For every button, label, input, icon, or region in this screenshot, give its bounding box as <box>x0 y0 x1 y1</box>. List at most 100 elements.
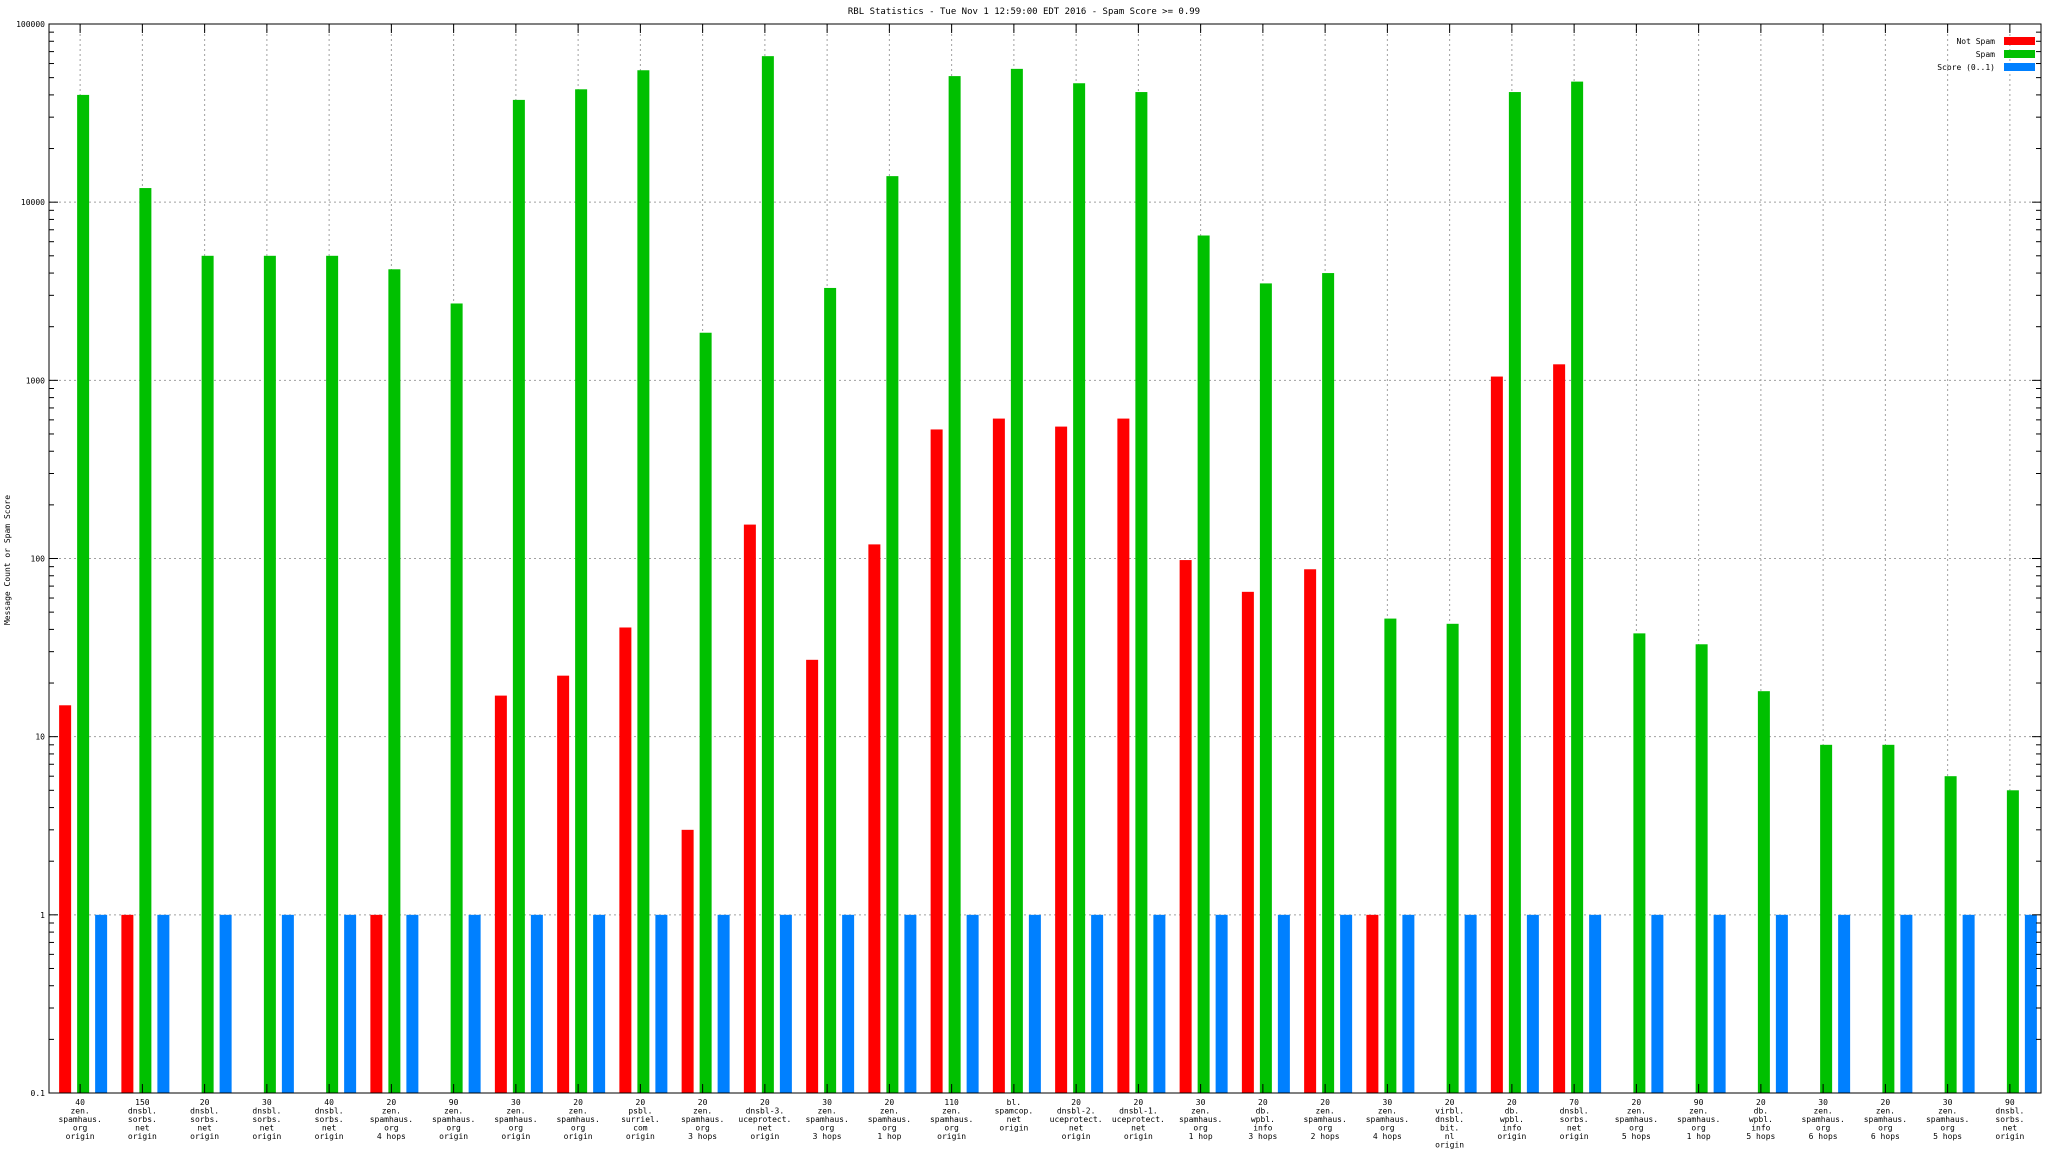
x-tick-label-line: origin <box>937 1132 966 1141</box>
y-tick-label: 100 <box>31 555 46 564</box>
x-tick-label-line: org <box>571 1124 586 1133</box>
x-tick-label-line: 30 <box>262 1098 272 1107</box>
x-tick-label-line: com <box>633 1124 648 1133</box>
bar-score-0-1 <box>1091 914 1104 1093</box>
x-tick-label: 20 zen. spamhaus. org origin <box>556 1098 599 1141</box>
x-tick-label-line: db. <box>1754 1107 1768 1116</box>
x-tick-label-line: 5 hops <box>1746 1132 1775 1141</box>
x-tick-label-line: nl <box>1445 1132 1455 1141</box>
bar-spam <box>1695 644 1708 1093</box>
legend-swatch <box>2004 37 2035 45</box>
x-tick-label-line: zen. <box>1876 1107 1895 1116</box>
x-tick-label-line: 20 <box>1445 1098 1455 1107</box>
x-tick-label-line: zen. <box>1813 1107 1832 1116</box>
y-tick-label: 0.1 <box>31 1089 46 1098</box>
bar-score-0-1 <box>842 914 855 1093</box>
x-tick-label-line: zen. <box>693 1107 712 1116</box>
legend-label: Not Spam <box>1956 37 1995 46</box>
x-tick-label-line: 5 hops <box>1622 1132 1651 1141</box>
x-tick-label: 20 zen. spamhaus. org 3 hops <box>681 1098 724 1141</box>
x-tick-label-line: org <box>446 1124 461 1133</box>
x-tick-label-line: sorbs. <box>190 1115 219 1124</box>
x-tick-label-line: origin <box>1995 1132 2024 1141</box>
x-tick-label-line: 5 hops <box>1933 1132 1962 1141</box>
x-tick-label-line: 90 <box>449 1098 459 1107</box>
x-tick-label-line: org <box>1691 1124 1706 1133</box>
x-tick-label-line: origin <box>1124 1132 1153 1141</box>
bar-score-0-1 <box>1713 914 1726 1093</box>
x-tick-label-line: dnsbl. <box>252 1107 281 1116</box>
bar-score-0-1 <box>1526 914 1539 1093</box>
x-tick-label-line: net <box>197 1124 212 1133</box>
bar-score-0-1 <box>1838 914 1851 1093</box>
x-tick-label-line: 20 <box>1756 1098 1766 1107</box>
x-tick-label-line: spamhaus. <box>1801 1115 1844 1124</box>
bar-not-spam <box>806 659 819 1093</box>
x-tick-label-line: info <box>1751 1124 1770 1133</box>
bar-spam <box>1944 776 1957 1093</box>
x-tick-label-line: spamhaus. <box>805 1115 848 1124</box>
x-tick-label: 150 dnsbl. sorbs. net origin <box>128 1098 157 1141</box>
bar-score-0-1 <box>1153 914 1166 1093</box>
x-tick-label-line: org <box>1318 1124 1333 1133</box>
x-tick-label: 20 zen. spamhaus. org 2 hops <box>1303 1098 1346 1141</box>
bar-not-spam <box>743 524 756 1093</box>
y-tick-label: 1000 <box>26 376 45 385</box>
x-tick-label-line: origin <box>252 1132 281 1141</box>
x-tick-label-line: org <box>695 1124 710 1133</box>
bar-spam <box>948 76 961 1093</box>
x-tick-label-line: 30 <box>1383 1098 1393 1107</box>
x-tick-label-line: 90 <box>2005 1098 2015 1107</box>
x-tick-label-line: org <box>509 1124 524 1133</box>
x-tick-label-line: wpbl. <box>1749 1115 1773 1124</box>
x-tick-label-line: 20 <box>1134 1098 1144 1107</box>
x-tick-label-line: net <box>260 1124 275 1133</box>
x-tick-label-line: 20 <box>1071 1098 1081 1107</box>
x-tick-label-line: origin <box>1560 1132 1589 1141</box>
x-tick-label-line: net <box>1131 1124 1146 1133</box>
x-tick-label-line: zen. <box>70 1107 89 1116</box>
x-tick-label-line: 20 <box>387 1098 397 1107</box>
x-tick-label-line: psbl. <box>628 1107 652 1116</box>
bar-spam <box>2006 790 2019 1093</box>
x-tick-label: 90 zen. spamhaus. org origin <box>432 1098 475 1141</box>
x-tick-label: 20 zen. spamhaus. org 5 hops <box>1615 1098 1658 1141</box>
x-tick-label-line: info <box>1253 1124 1272 1133</box>
y-tick-label: 10000 <box>21 198 45 207</box>
x-tick-label-line: 20 <box>200 1098 210 1107</box>
bar-spam <box>388 269 401 1093</box>
x-tick-label-line: 4 hops <box>377 1132 406 1141</box>
bar-score-0-1 <box>2024 914 2037 1093</box>
x-tick-label-line: 1 hop <box>1189 1132 1213 1141</box>
x-tick-label-line: bit. <box>1440 1124 1459 1133</box>
x-tick-label-line: 20 <box>698 1098 708 1107</box>
bar-spam <box>326 255 339 1093</box>
x-tick-label: 30 dnsbl. sorbs. net origin <box>252 1098 281 1141</box>
x-tick-label-line: 1 hop <box>877 1132 901 1141</box>
x-tick-label: 20 dnsbl. sorbs. net origin <box>190 1098 219 1141</box>
bar-score-0-1 <box>530 914 543 1093</box>
x-tick-label-line: net <box>1567 1124 1582 1133</box>
bar-spam <box>1073 83 1086 1094</box>
x-tick-label-line: 3 hops <box>813 1132 842 1141</box>
legend-label: Score (0..1) <box>1937 63 1995 72</box>
bar-score-0-1 <box>1028 914 1041 1093</box>
x-tick-label-line: org <box>944 1124 959 1133</box>
x-tick-label-line: net <box>1069 1124 1084 1133</box>
bar-spam <box>139 188 152 1093</box>
x-tick-label-line: 6 hops <box>1871 1132 1900 1141</box>
x-tick-label-line: origin <box>66 1132 95 1141</box>
x-tick-label-line: org <box>384 1124 399 1133</box>
x-tick-label: 30 zen. spamhaus. org 4 hops <box>1366 1098 1409 1141</box>
x-tick-label: 20 dnsbl-2. uceprotect. net origin <box>1050 1098 1103 1141</box>
x-tick-label-line: zen. <box>817 1107 836 1116</box>
x-tick-label-line: spamhaus. <box>681 1115 724 1124</box>
bar-score-0-1 <box>1962 914 1975 1093</box>
bar-spam <box>1757 691 1770 1093</box>
x-tick-label: 40 zen. spamhaus. org origin <box>58 1098 101 1141</box>
x-tick-label-line: spamhaus. <box>432 1115 475 1124</box>
x-tick-label-line: net <box>758 1124 773 1133</box>
x-tick-label-line: 70 <box>1569 1098 1579 1107</box>
x-tick-label-line: zen. <box>1191 1107 1210 1116</box>
